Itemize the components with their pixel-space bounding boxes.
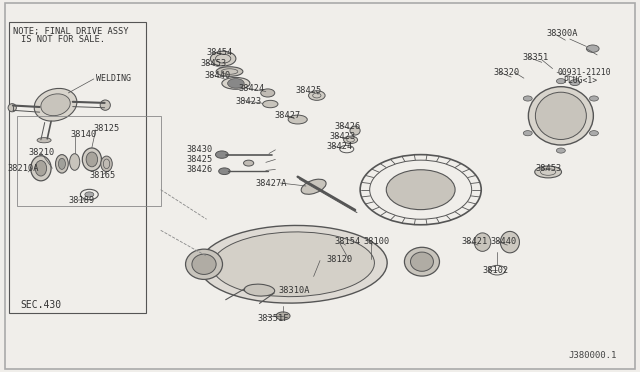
Ellipse shape xyxy=(350,126,360,135)
Ellipse shape xyxy=(35,161,47,176)
Circle shape xyxy=(524,96,532,101)
Text: 38424: 38424 xyxy=(326,142,353,151)
Ellipse shape xyxy=(344,136,358,144)
Ellipse shape xyxy=(58,158,65,169)
Text: 38454: 38454 xyxy=(207,48,233,57)
Text: 38140: 38140 xyxy=(70,130,97,139)
Ellipse shape xyxy=(410,252,433,271)
Text: 00931-21210: 00931-21210 xyxy=(557,68,611,77)
Text: 38125: 38125 xyxy=(94,124,120,133)
Bar xyxy=(17,116,161,206)
Circle shape xyxy=(387,170,455,210)
Bar xyxy=(9,22,146,313)
Circle shape xyxy=(556,78,565,84)
Ellipse shape xyxy=(31,156,51,181)
Text: 38351F: 38351F xyxy=(257,314,289,323)
Ellipse shape xyxy=(70,154,80,170)
Text: 38210A: 38210A xyxy=(8,164,39,173)
Text: 38210: 38210 xyxy=(28,148,54,157)
Ellipse shape xyxy=(216,67,243,76)
Text: 38165: 38165 xyxy=(90,171,116,180)
Text: 38100: 38100 xyxy=(364,237,390,246)
Ellipse shape xyxy=(41,94,70,116)
Text: 38320: 38320 xyxy=(493,68,520,77)
Ellipse shape xyxy=(192,254,216,275)
Ellipse shape xyxy=(244,160,253,166)
Text: 38427A: 38427A xyxy=(255,179,287,187)
Ellipse shape xyxy=(500,231,520,253)
Text: 38423: 38423 xyxy=(236,97,262,106)
Text: IS NOT FOR SALE.: IS NOT FOR SALE. xyxy=(20,35,104,44)
Ellipse shape xyxy=(34,89,77,121)
Ellipse shape xyxy=(262,100,278,108)
Text: 38440: 38440 xyxy=(491,237,517,246)
Circle shape xyxy=(556,148,565,153)
Ellipse shape xyxy=(199,225,387,303)
Ellipse shape xyxy=(212,232,374,296)
Text: 38300A: 38300A xyxy=(546,29,578,38)
Circle shape xyxy=(219,168,230,174)
Text: 38421: 38421 xyxy=(461,237,488,246)
Text: 38430: 38430 xyxy=(186,145,212,154)
Ellipse shape xyxy=(83,148,101,171)
Circle shape xyxy=(85,192,94,197)
Text: 38425: 38425 xyxy=(186,155,212,164)
Text: 38154: 38154 xyxy=(334,237,360,246)
Text: SEC.430: SEC.430 xyxy=(20,300,61,310)
Ellipse shape xyxy=(8,104,17,112)
Ellipse shape xyxy=(56,155,68,173)
Circle shape xyxy=(524,131,532,136)
Ellipse shape xyxy=(100,156,112,171)
Circle shape xyxy=(216,151,228,158)
Ellipse shape xyxy=(529,87,593,145)
Ellipse shape xyxy=(244,284,275,296)
Ellipse shape xyxy=(404,247,440,276)
Ellipse shape xyxy=(288,115,307,124)
Text: 38426: 38426 xyxy=(334,122,360,131)
Ellipse shape xyxy=(37,138,51,143)
Text: 38426: 38426 xyxy=(186,165,212,174)
Text: 38310A: 38310A xyxy=(278,286,310,295)
Text: 38102: 38102 xyxy=(483,266,509,275)
Text: 38423: 38423 xyxy=(330,132,356,141)
Circle shape xyxy=(570,80,580,86)
Text: WELDING: WELDING xyxy=(96,74,131,83)
Ellipse shape xyxy=(536,92,586,140)
Text: 38351: 38351 xyxy=(523,53,549,62)
Text: 38427: 38427 xyxy=(274,110,300,120)
Text: 38453: 38453 xyxy=(200,59,227,68)
Text: NOTE; FINAL DRIVE ASSY: NOTE; FINAL DRIVE ASSY xyxy=(13,27,129,36)
Ellipse shape xyxy=(222,77,250,89)
Ellipse shape xyxy=(308,91,325,100)
Text: J380000.1: J380000.1 xyxy=(568,350,617,360)
Ellipse shape xyxy=(211,51,236,66)
Ellipse shape xyxy=(100,100,110,110)
Text: 38425: 38425 xyxy=(296,86,322,95)
Ellipse shape xyxy=(301,179,326,194)
Circle shape xyxy=(589,96,598,101)
Text: 38120: 38120 xyxy=(326,254,353,264)
Ellipse shape xyxy=(535,166,561,178)
Text: PLUG<1>: PLUG<1> xyxy=(563,76,598,85)
Ellipse shape xyxy=(260,89,275,97)
Ellipse shape xyxy=(474,233,491,251)
Ellipse shape xyxy=(186,249,223,279)
Circle shape xyxy=(228,78,244,88)
Text: 38189: 38189 xyxy=(68,196,95,205)
Text: 38453: 38453 xyxy=(536,164,562,173)
Text: 38424: 38424 xyxy=(239,84,265,93)
Circle shape xyxy=(589,131,598,136)
Text: 38440: 38440 xyxy=(204,71,230,80)
Circle shape xyxy=(586,45,599,52)
Ellipse shape xyxy=(86,152,98,167)
Circle shape xyxy=(276,312,290,320)
